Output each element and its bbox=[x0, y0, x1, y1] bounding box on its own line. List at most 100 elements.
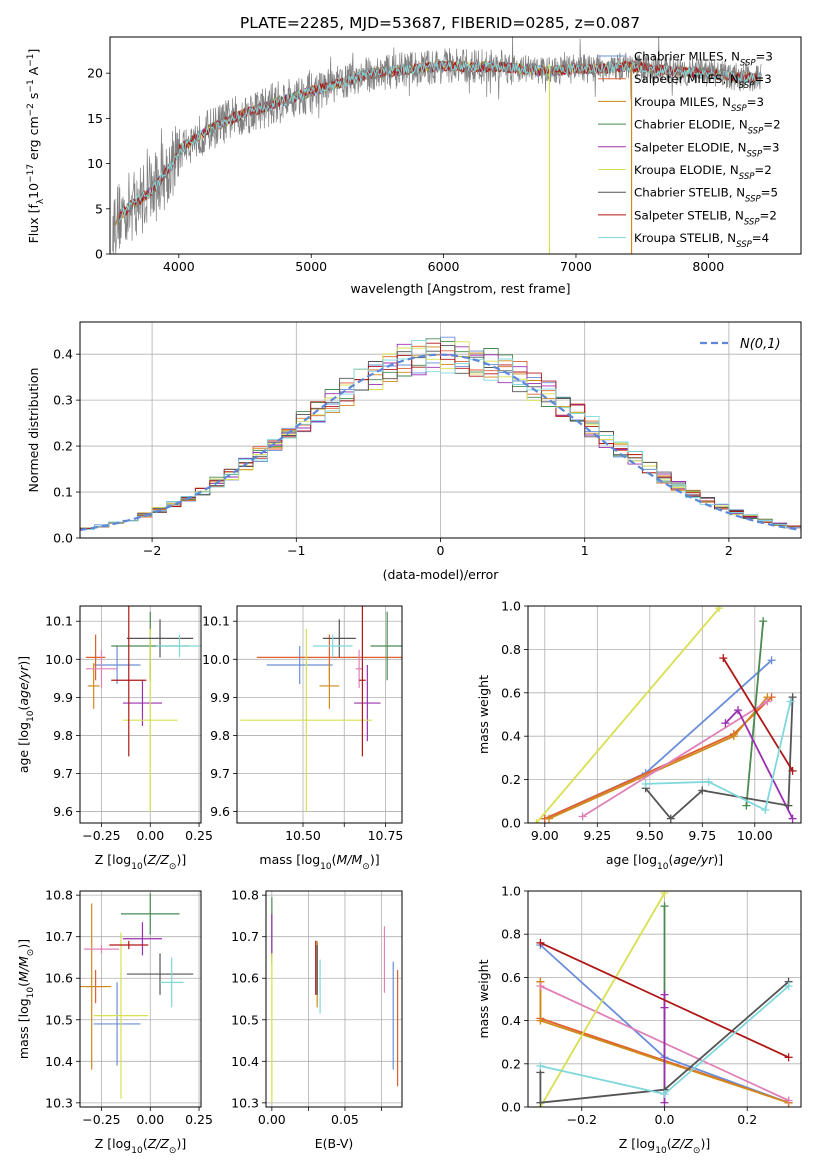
x-tick-label: −1 bbox=[287, 543, 305, 558]
y-tick-label: 9.7 bbox=[53, 766, 73, 781]
y-tick-label: 0.0 bbox=[501, 816, 521, 831]
weight-series-pink bbox=[578, 697, 772, 821]
x-tick-label: −0.25 bbox=[82, 1112, 120, 1127]
y-tick-label: 0.2 bbox=[501, 772, 521, 787]
y-tick-label: 0.1 bbox=[53, 485, 73, 500]
x-tick-label: 0.05 bbox=[331, 1112, 359, 1127]
mass-vs-ebv-panel: 0.00 0.05 10.3 10.4 10.5 10.6 10.7 10.8 E(B-V) bbox=[231, 888, 403, 1151]
legend-entry: Salpeter ELODIE, NSSP=3 bbox=[634, 140, 779, 159]
errorbar-chabrier_stelib bbox=[126, 953, 194, 995]
errorbar-kroupa_stelib bbox=[160, 957, 184, 1008]
weight-vs-metallicity-panel: −0.2 0.0 0.2 0.0 0.2 0.4 0.6 0.8 1.0 Z [log10(Z/Z… bbox=[476, 884, 802, 1156]
x-tick-label: 2 bbox=[725, 543, 733, 558]
y-tick-label: 15 bbox=[87, 111, 103, 126]
weight-series-chabrier_elodie bbox=[742, 617, 768, 810]
plot-area bbox=[80, 893, 194, 1099]
weight-series-salpeter_stelib bbox=[536, 938, 793, 1062]
y-tick-label: 10 bbox=[87, 156, 103, 171]
y-tick-label: 9.9 bbox=[210, 690, 230, 705]
x-tick-label: 0 bbox=[437, 543, 445, 558]
errorbar-salpeter_stelib bbox=[111, 606, 147, 757]
axes-frame bbox=[527, 605, 802, 824]
errorbar-salpeter_stelib bbox=[109, 940, 149, 950]
weight-series-salpeter_elodie bbox=[721, 706, 797, 823]
y-tick-label: 10.7 bbox=[45, 929, 73, 944]
histogram-chabrier_elodie bbox=[80, 338, 801, 532]
y-tick-label: 0.0 bbox=[501, 1100, 521, 1115]
histogram-chabrier_stelib bbox=[80, 345, 801, 531]
x-tick-label: −0.25 bbox=[82, 828, 120, 843]
axes-frame bbox=[79, 605, 202, 824]
x-tick-label: 5000 bbox=[295, 259, 327, 274]
x-axis-label: Z [log10(Z/Z⊙)] bbox=[619, 1136, 710, 1156]
plot-area bbox=[85, 606, 201, 812]
errorbar-kroupa_elodie bbox=[122, 628, 178, 812]
x-tick-label: 9.75 bbox=[688, 828, 716, 843]
errorbar-chabrier_stelib bbox=[322, 619, 356, 658]
x-tick-label: 0.00 bbox=[258, 1112, 286, 1127]
x-axis-label: (data-model)/error bbox=[383, 567, 500, 582]
x-axis-label: E(B-V) bbox=[315, 1136, 354, 1151]
x-axis-label: Z [log10(Z/Z⊙)] bbox=[95, 852, 186, 872]
weight-series-kroupa_miles bbox=[536, 977, 793, 1107]
y-tick-label: 10.5 bbox=[45, 1012, 73, 1027]
legend-entry: Chabrier ELODIE, NSSP=2 bbox=[634, 118, 781, 137]
x-axis-label: mass [log10(M/M⊙)] bbox=[259, 852, 379, 872]
y-tick-label: 10.1 bbox=[45, 614, 73, 629]
y-tick-label: 0.3 bbox=[53, 393, 73, 408]
x-tick-label: 0.25 bbox=[185, 1112, 213, 1127]
weight-series-kroupa_stelib bbox=[641, 697, 795, 814]
y-tick-label: 9.8 bbox=[210, 728, 230, 743]
x-tick-label: 4000 bbox=[163, 259, 195, 274]
y-tick-label: 0.2 bbox=[501, 1056, 521, 1071]
figure-title: PLATE=2285, MJD=53687, FIBERID=0285, z=0… bbox=[240, 14, 640, 32]
y-tick-label: 10.3 bbox=[231, 1095, 259, 1110]
errorbar-kroupa_elodie bbox=[240, 628, 373, 812]
y-tick-label: 10.4 bbox=[231, 1054, 259, 1069]
y-tick-label: 0 bbox=[95, 247, 103, 262]
x-tick-label: 0.2 bbox=[737, 1112, 757, 1127]
histogram-kroupa_stelib bbox=[80, 340, 801, 532]
errorbar-chabrier_stelib bbox=[126, 619, 194, 658]
y-tick-label: 9.6 bbox=[210, 804, 230, 819]
y-tick-label: 0.6 bbox=[501, 685, 521, 700]
y-tick-label: 10.1 bbox=[202, 614, 230, 629]
x-axis-label: wavelength [Angstrom, rest frame] bbox=[350, 281, 570, 296]
y-tick-label: 10.6 bbox=[45, 971, 73, 986]
x-tick-label: 8000 bbox=[692, 259, 724, 274]
errorbar-kroupa_miles bbox=[87, 663, 100, 709]
y-tick-label: 10.8 bbox=[45, 888, 73, 903]
x-tick-label: −0.2 bbox=[567, 1112, 597, 1127]
x-tick-label: 7000 bbox=[560, 259, 592, 274]
age-vs-mass-panel: 10.50 10.75 9.6 9.7 9.8 9.9 10.0 10.1 mass [log1… bbox=[202, 605, 403, 872]
axes-frame bbox=[236, 605, 403, 824]
normal-curve bbox=[80, 353, 801, 531]
x-tick-label: 0.00 bbox=[136, 828, 164, 843]
legend-entry: Salpeter MILES, NSSP=3 bbox=[634, 72, 772, 91]
plot-area bbox=[112, 37, 762, 254]
y-tick-label: 0.4 bbox=[501, 729, 521, 744]
axes-frame bbox=[79, 890, 202, 1108]
y-axis-label: mass weight bbox=[476, 959, 491, 1038]
weight-series-kroupa_elodie bbox=[536, 891, 669, 1107]
y-tick-label: 0.0 bbox=[53, 531, 73, 546]
legend-entry: Chabrier MILES, NSSP=3 bbox=[634, 50, 773, 69]
y-tick-label: 10.4 bbox=[45, 1054, 73, 1069]
weight-series-chabrier_stelib bbox=[641, 693, 797, 823]
errorbar-chabrier_miles bbox=[93, 982, 141, 1066]
errorbar-chabrier_elodie bbox=[370, 611, 402, 681]
y-tick-label: 10.3 bbox=[45, 1095, 73, 1110]
legend-entry: Kroupa STELIB, NSSP=4 bbox=[634, 231, 769, 250]
y-tick-label: 10.7 bbox=[231, 929, 259, 944]
errorbar-kroupa_elodie bbox=[93, 932, 149, 1099]
y-axis-label: mass [log10(M/M⊙)] bbox=[16, 939, 36, 1059]
y-axis-label: Flux [fλ10−17 erg cm−2 s−1 A−1] bbox=[26, 49, 46, 244]
y-tick-label: 0.8 bbox=[501, 642, 521, 657]
errorbar-pink bbox=[83, 945, 120, 954]
model-spectrum-kroupa_stelib bbox=[118, 60, 762, 222]
x-tick-label: −2 bbox=[143, 543, 161, 558]
y-tick-label: 9.7 bbox=[210, 766, 230, 781]
weight-series-salpeter_stelib bbox=[719, 654, 797, 775]
legend-entry: Kroupa ELODIE, NSSP=2 bbox=[634, 163, 772, 182]
y-tick-label: 0.2 bbox=[53, 439, 73, 454]
